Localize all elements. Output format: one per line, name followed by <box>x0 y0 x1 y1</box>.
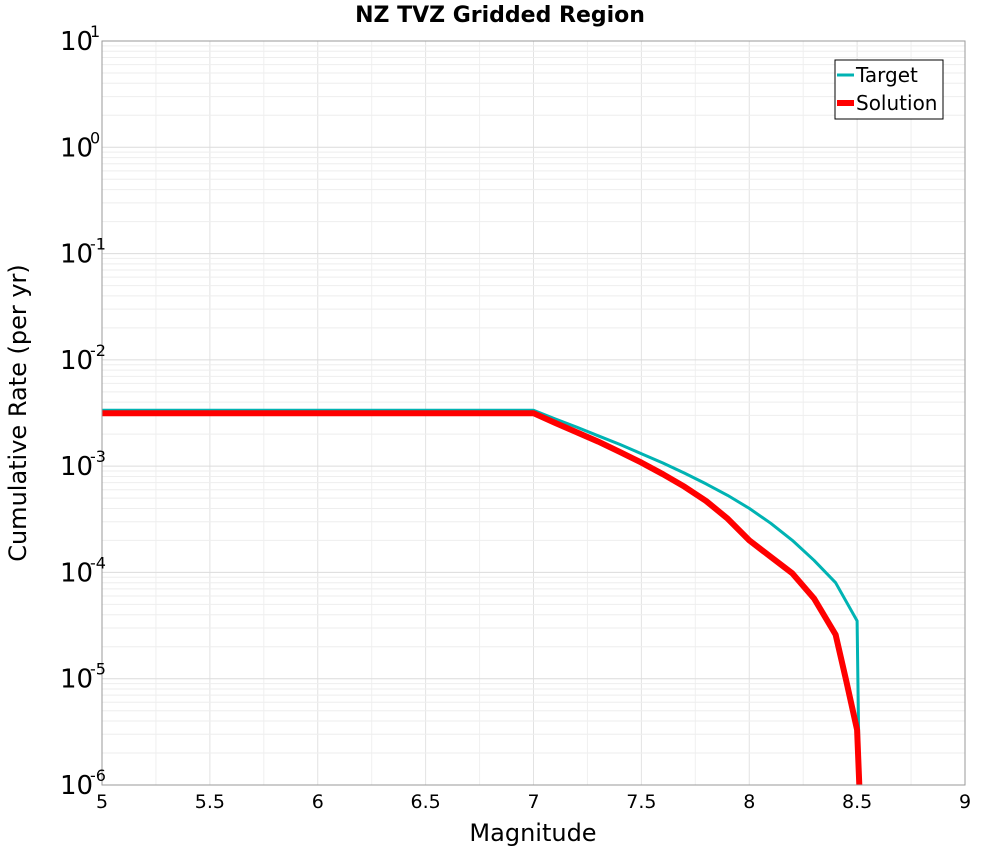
legend-label-target: Target <box>855 63 918 87</box>
x-tick-label: 9 <box>959 791 971 813</box>
y-tick-exponent: 1 <box>90 22 100 41</box>
x-tick-label: 8 <box>743 791 755 813</box>
x-tick-label: 5 <box>96 791 108 813</box>
y-tick-label: 10 <box>60 452 93 482</box>
y-tick-exponent: 0 <box>90 128 100 147</box>
x-tick-label: 7.5 <box>626 791 656 813</box>
y-tick-label: 10 <box>60 240 93 270</box>
x-tick-label: 8.5 <box>842 791 872 813</box>
legend-label-solution: Solution <box>856 91 937 115</box>
x-tick-label: 6 <box>312 791 324 813</box>
y-tick-label: 10 <box>60 558 93 588</box>
series-line-solution <box>102 410 863 786</box>
y-axis-label: Cumulative Rate (per yr) <box>4 264 32 562</box>
x-axis-ticks: 5 5.5 6 6.5 7 7.5 8 8.5 9 <box>96 791 971 813</box>
y-tick-label: 10 <box>60 27 93 57</box>
y-tick-label: 10 <box>60 133 93 163</box>
y-tick-exponent: -4 <box>90 553 106 572</box>
y-tick-exponent: -3 <box>90 447 106 466</box>
y-tick-exponent: -5 <box>90 660 106 679</box>
y-tick-exponent: -2 <box>90 341 106 360</box>
y-tick-exponent: -6 <box>90 766 106 785</box>
x-tick-label: 6.5 <box>411 791 441 813</box>
legend: Target Solution <box>834 59 944 120</box>
y-tick-exponent: -1 <box>90 235 106 254</box>
x-tick-label: 7 <box>527 791 539 813</box>
series-layer <box>102 408 863 786</box>
legend-box <box>834 59 944 120</box>
plot-border <box>101 40 966 786</box>
y-tick-label: 10 <box>60 771 93 801</box>
chart-title: NZ TVZ Gridded Region <box>355 3 645 28</box>
y-tick-label: 10 <box>60 346 93 376</box>
series-line-target <box>102 408 861 786</box>
x-tick-label: 5.5 <box>195 791 225 813</box>
y-tick-label: 10 <box>60 665 93 695</box>
x-axis-label: Magnitude <box>469 819 596 847</box>
